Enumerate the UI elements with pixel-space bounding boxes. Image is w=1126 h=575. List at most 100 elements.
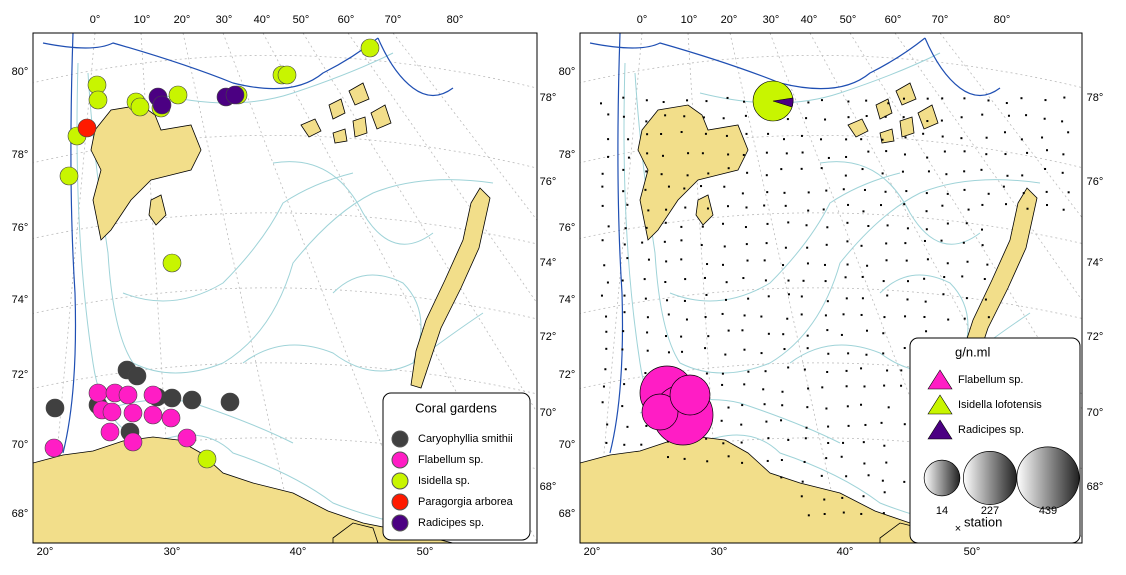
station <box>602 385 605 388</box>
left-label: 78° <box>12 149 29 161</box>
legend-marker <box>391 493 409 511</box>
coral-marker <box>123 403 143 423</box>
station <box>727 153 730 156</box>
station <box>882 332 885 335</box>
legend-marker <box>927 419 953 440</box>
top-label: 80° <box>447 14 464 26</box>
station <box>806 262 809 265</box>
station <box>1044 167 1047 170</box>
station <box>704 347 707 350</box>
station <box>823 512 826 515</box>
station <box>885 461 888 464</box>
station <box>965 297 968 300</box>
station <box>647 209 650 212</box>
station <box>881 138 884 141</box>
station <box>665 260 668 263</box>
station <box>862 441 865 444</box>
coral-marker <box>77 118 97 138</box>
left-label: 70° <box>559 439 576 451</box>
station <box>760 352 763 355</box>
size-circle <box>963 451 1017 505</box>
station <box>782 138 785 141</box>
station <box>740 441 743 444</box>
station <box>807 101 810 104</box>
station <box>827 441 830 444</box>
station <box>786 317 789 320</box>
station <box>706 263 709 266</box>
coral-marker <box>143 385 163 405</box>
station <box>925 330 928 333</box>
station <box>701 152 704 155</box>
station <box>962 241 965 244</box>
station <box>643 278 646 281</box>
station <box>1006 174 1009 177</box>
size-circle <box>923 459 961 497</box>
coral-marker <box>88 90 108 110</box>
station <box>627 138 630 141</box>
station <box>1062 153 1065 156</box>
station <box>741 404 744 407</box>
station <box>985 136 988 139</box>
station <box>723 185 726 188</box>
left-label: 80° <box>559 66 576 78</box>
station <box>626 425 629 428</box>
station <box>646 133 649 136</box>
station <box>742 100 745 103</box>
station <box>945 173 948 176</box>
station <box>887 102 890 105</box>
station <box>845 155 848 158</box>
station <box>706 460 709 463</box>
coral-marker <box>143 405 163 425</box>
station <box>666 456 669 459</box>
station <box>947 318 950 321</box>
station <box>805 224 808 227</box>
station <box>800 295 803 298</box>
right-label: 78° <box>1087 92 1104 104</box>
station <box>807 209 810 212</box>
station <box>900 384 903 387</box>
station <box>607 113 610 116</box>
legend-label: Isidella lofotensis <box>958 399 1042 411</box>
station <box>926 120 929 123</box>
right-label: 76° <box>540 176 557 188</box>
station-label: station <box>964 514 1002 529</box>
station <box>605 441 608 444</box>
station <box>942 293 945 296</box>
coral-marker <box>277 65 297 85</box>
station <box>767 332 770 335</box>
station <box>845 475 848 478</box>
station <box>782 264 785 267</box>
left-frame <box>32 32 538 544</box>
station <box>924 300 927 303</box>
legend-title: g/n.ml <box>955 344 991 359</box>
station <box>946 262 949 265</box>
station <box>980 168 983 171</box>
coral-marker <box>45 398 65 418</box>
station <box>605 315 608 318</box>
coral-marker <box>162 253 182 273</box>
station <box>660 173 663 176</box>
station <box>963 317 966 320</box>
station <box>987 192 990 195</box>
station <box>963 97 966 100</box>
legend-label: Caryophyllia smithii <box>418 433 513 445</box>
station <box>727 455 730 458</box>
left-label: 70° <box>12 439 29 451</box>
station <box>605 347 608 350</box>
station <box>787 279 790 282</box>
station <box>820 474 823 477</box>
station <box>683 457 686 460</box>
size-label: 14 <box>936 505 948 517</box>
station <box>645 226 648 229</box>
top-label: 40° <box>254 14 271 26</box>
coral-marker <box>162 388 182 408</box>
station <box>621 348 624 351</box>
station <box>1067 131 1070 134</box>
right-label: 68° <box>540 481 557 493</box>
station <box>646 349 649 352</box>
station <box>744 226 747 229</box>
station <box>646 331 649 334</box>
station <box>885 259 888 262</box>
station <box>744 114 747 117</box>
station <box>883 491 886 494</box>
